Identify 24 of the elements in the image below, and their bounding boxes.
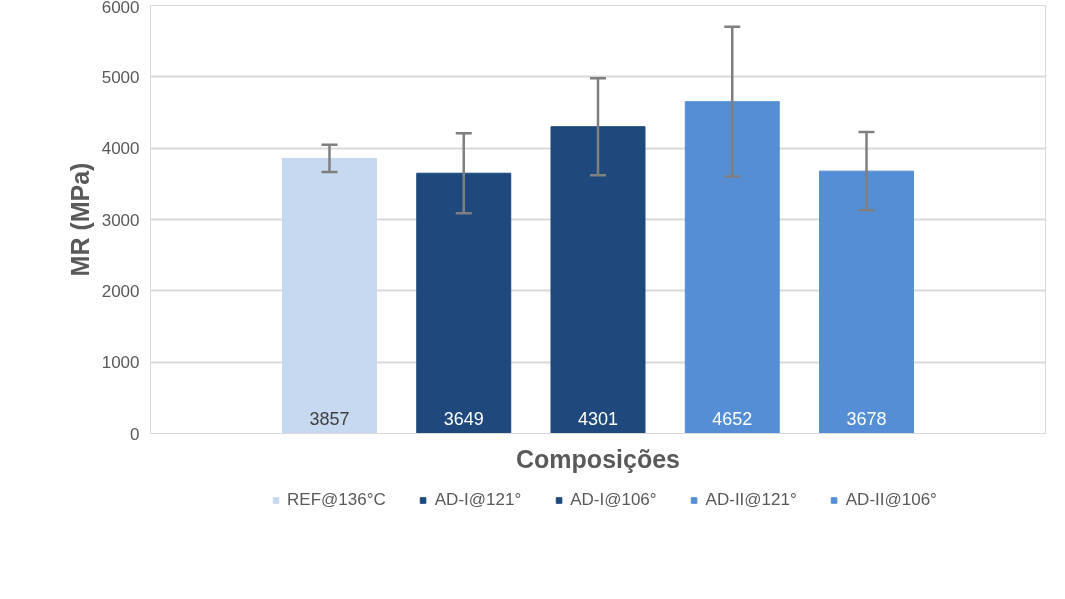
y-tick-label: 0 xyxy=(130,424,140,444)
legend-label: REF@136°C xyxy=(287,490,386,510)
y-axis-title: MR (MPa) xyxy=(65,162,94,277)
bar xyxy=(684,101,780,434)
data-label: 3649 xyxy=(443,409,484,430)
y-tick-label: 2000 xyxy=(101,281,140,301)
y-tick-label: 6000 xyxy=(101,0,140,17)
legend-label: AD-II@121° xyxy=(705,490,797,510)
legend-label: AD-I@106° xyxy=(570,490,657,510)
bar xyxy=(416,172,512,434)
bar xyxy=(282,157,377,434)
y-tick-label: 5000 xyxy=(101,67,140,87)
data-label: 4301 xyxy=(577,409,619,430)
data-label: 3678 xyxy=(846,409,887,430)
data-label: 3857 xyxy=(309,409,350,430)
y-tick-label: 4000 xyxy=(101,139,140,159)
x-axis-title: Composições xyxy=(516,444,680,473)
y-tick-label: 1000 xyxy=(101,353,140,373)
bar xyxy=(550,126,646,434)
legend-label: AD-I@121° xyxy=(434,490,522,510)
bar xyxy=(819,170,914,434)
y-tick-label: 3000 xyxy=(101,210,140,230)
data-label: 4652 xyxy=(712,409,753,430)
legend-label: AD-II@106° xyxy=(845,490,937,510)
